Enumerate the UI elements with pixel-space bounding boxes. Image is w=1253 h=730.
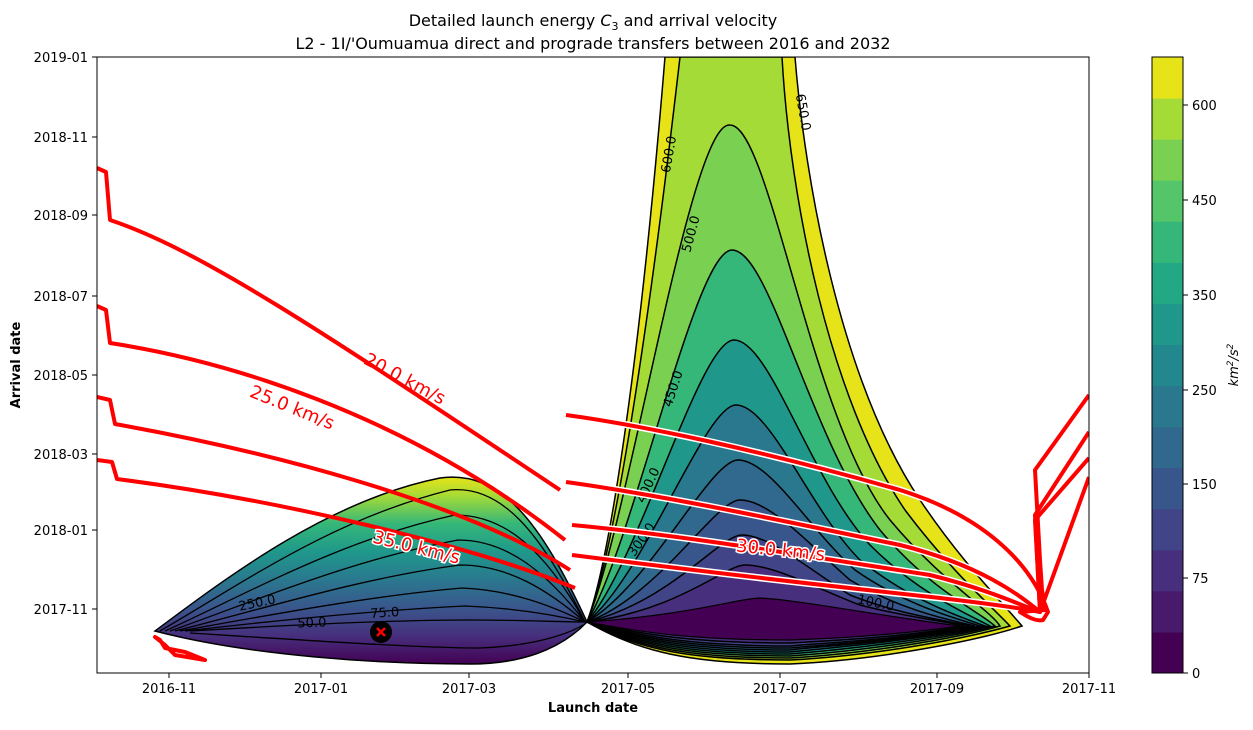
colorbar-tick: 0 [1192,667,1200,682]
velocity-contours [97,164,1089,662]
colorbar-tick: 250 [1192,384,1217,399]
velocity-25-right [565,430,1089,614]
c3-right-band-50 [586,597,961,641]
colorbar: 0 75 150 250 350 450 600 km2/s2 [1151,56,1242,682]
c3-label-600: 600.0 [659,135,680,174]
colorbar-band [1152,57,1183,99]
colorbar-band [1152,221,1183,263]
c3-left-contour-lines [159,489,586,649]
y-tick-label: 2018-09 [34,209,88,224]
x-tick-label: 2017-09 [910,682,964,697]
velocity-20-left [97,166,562,492]
velocity-30-right [571,456,1089,614]
x-tick-label: 2017-07 [753,682,807,697]
colorbar-tick: 450 [1192,194,1217,209]
plot-area: 650.0 600.0 500.0 450.0 400.0 300.0 100.… [97,57,1089,673]
x-tick-label: 2017-03 [442,682,496,697]
c3-label-75: 75.0 [370,605,400,622]
velocity-35-left [97,458,576,590]
colorbar-band [1152,385,1183,428]
y-tick-label: 2018-05 [34,369,88,384]
colorbar-tick: 600 [1192,99,1217,114]
x-tick-label: 2016-11 [142,682,196,697]
x-tick-label: 2017-11 [1062,682,1116,697]
y-tick-label: 2017-11 [34,603,88,618]
colorbar-band [1152,426,1183,469]
optimum-marker [370,621,392,643]
colorbar-band [1152,467,1183,510]
colorbar-label: km2/s2 [1226,343,1242,386]
y-tick-label: 2018-03 [34,448,88,463]
colorbar-tick: 75 [1192,572,1209,587]
y-axis-label: Arrival date [9,321,24,408]
colorbar-band [1152,590,1183,633]
y-tick-label: 2018-11 [34,131,88,146]
y-tick-label: 2018-01 [34,524,88,539]
colorbar-band [1152,631,1183,674]
c3-label-50: 50.0 [297,616,326,632]
velocity-fragment [153,635,207,662]
chart-title-line2: L2 - 1I/'Oumuamua direct and prograde tr… [295,34,890,53]
plot-frame [96,56,1090,674]
x-tick-label: 2017-01 [294,682,348,697]
colorbar-band [1152,303,1183,345]
chart-title-line1: Detailed launch energy C3 and arrival ve… [409,11,778,33]
x-axis: 2016-11 2017-01 2017-03 2017-05 2017-07 … [142,673,1116,716]
colorbar-band [1152,139,1183,181]
y-tick-label: 2019-01 [34,51,88,66]
c3-label-650: 650.0 [792,93,813,132]
y-axis: 2017-11 2018-01 2018-03 2018-05 2018-07 … [9,51,97,618]
y-tick-label: 2018-07 [34,290,88,305]
colorbar-band [1152,508,1183,551]
colorbar-band [1152,98,1183,140]
x-axis-label: Launch date [548,701,638,716]
colorbar-bands [1152,57,1183,674]
velocity-20-right [565,393,1089,623]
colorbar-tick: 150 [1192,478,1217,493]
colorbar-band [1152,549,1183,592]
colorbar-tick: 350 [1192,289,1217,304]
colorbar-band [1152,180,1183,222]
velocity-30-left [97,395,572,572]
velocity-35-right [571,476,1089,614]
x-tick-label: 2017-05 [601,682,655,697]
colorbar-band [1152,262,1183,304]
colorbar-band [1152,344,1183,387]
velocity-25-left [97,304,567,542]
